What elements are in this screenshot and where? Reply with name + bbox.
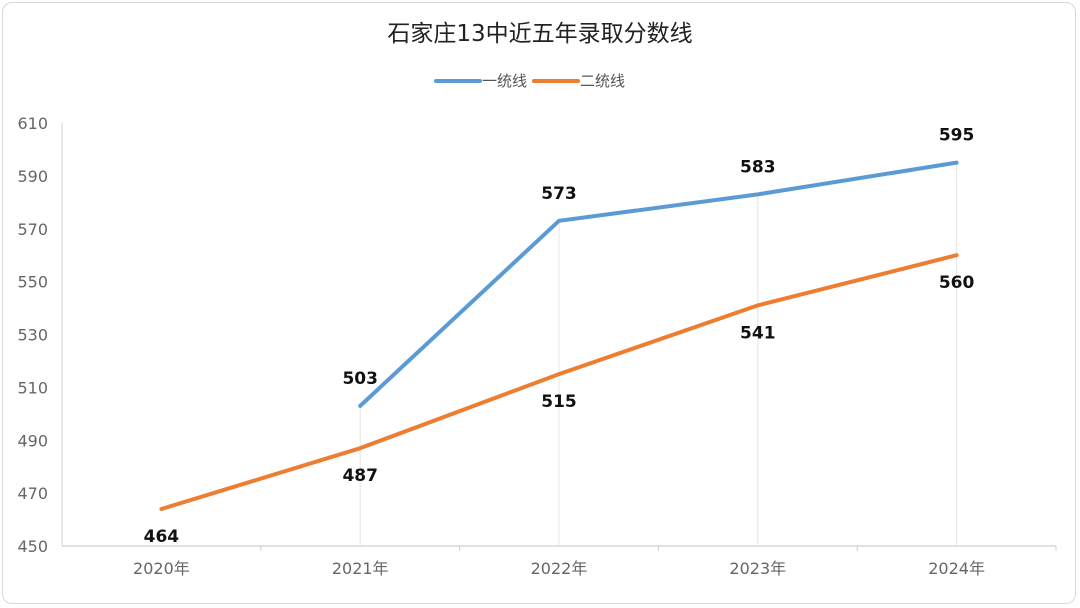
x-tick-label: 2023年 xyxy=(729,559,786,578)
data-label: 573 xyxy=(541,184,577,204)
y-tick-label: 550 xyxy=(17,273,48,292)
y-tick-label: 530 xyxy=(17,326,48,345)
data-label: 595 xyxy=(939,126,975,146)
y-tick-label: 570 xyxy=(17,220,48,239)
y-tick-label: 610 xyxy=(17,114,48,133)
y-tick-label: 590 xyxy=(17,167,48,186)
series-line-2 xyxy=(159,253,959,511)
x-tick-label: 2024年 xyxy=(928,559,985,578)
x-tick-label: 2020年 xyxy=(133,559,190,578)
value-guides xyxy=(359,162,958,546)
data-label: 503 xyxy=(342,369,378,389)
y-tick-label: 490 xyxy=(17,431,48,450)
y-tick-label: 450 xyxy=(17,537,48,556)
legend-item-2: 二统线 xyxy=(532,72,625,90)
legend-item-1: 一统线 xyxy=(434,72,527,90)
series-line-1 xyxy=(358,160,959,408)
x-tick-label: 2022年 xyxy=(531,559,588,578)
data-label: 487 xyxy=(342,466,378,486)
x-tick-label: 2021年 xyxy=(332,559,389,578)
legend: 一统线 二统线 xyxy=(434,72,625,90)
chart-title: 石家庄13中近五年录取分数线 xyxy=(387,21,692,47)
data-label: 560 xyxy=(939,273,975,293)
data-labels: 503 573 583 595 464 487 515 541 560 xyxy=(144,126,975,547)
y-tick-label: 510 xyxy=(17,378,48,397)
legend-label: 二统线 xyxy=(580,72,625,90)
y-tick-label: 470 xyxy=(17,484,48,503)
series-group xyxy=(159,160,959,511)
legend-label: 一统线 xyxy=(482,72,527,90)
data-label: 541 xyxy=(740,323,776,343)
data-label: 464 xyxy=(144,527,180,547)
axes: 450 470 490 510 530 550 570 590 610 2020年 2021年 202… xyxy=(17,114,1057,578)
data-label: 515 xyxy=(541,392,577,412)
data-label: 583 xyxy=(740,157,776,177)
